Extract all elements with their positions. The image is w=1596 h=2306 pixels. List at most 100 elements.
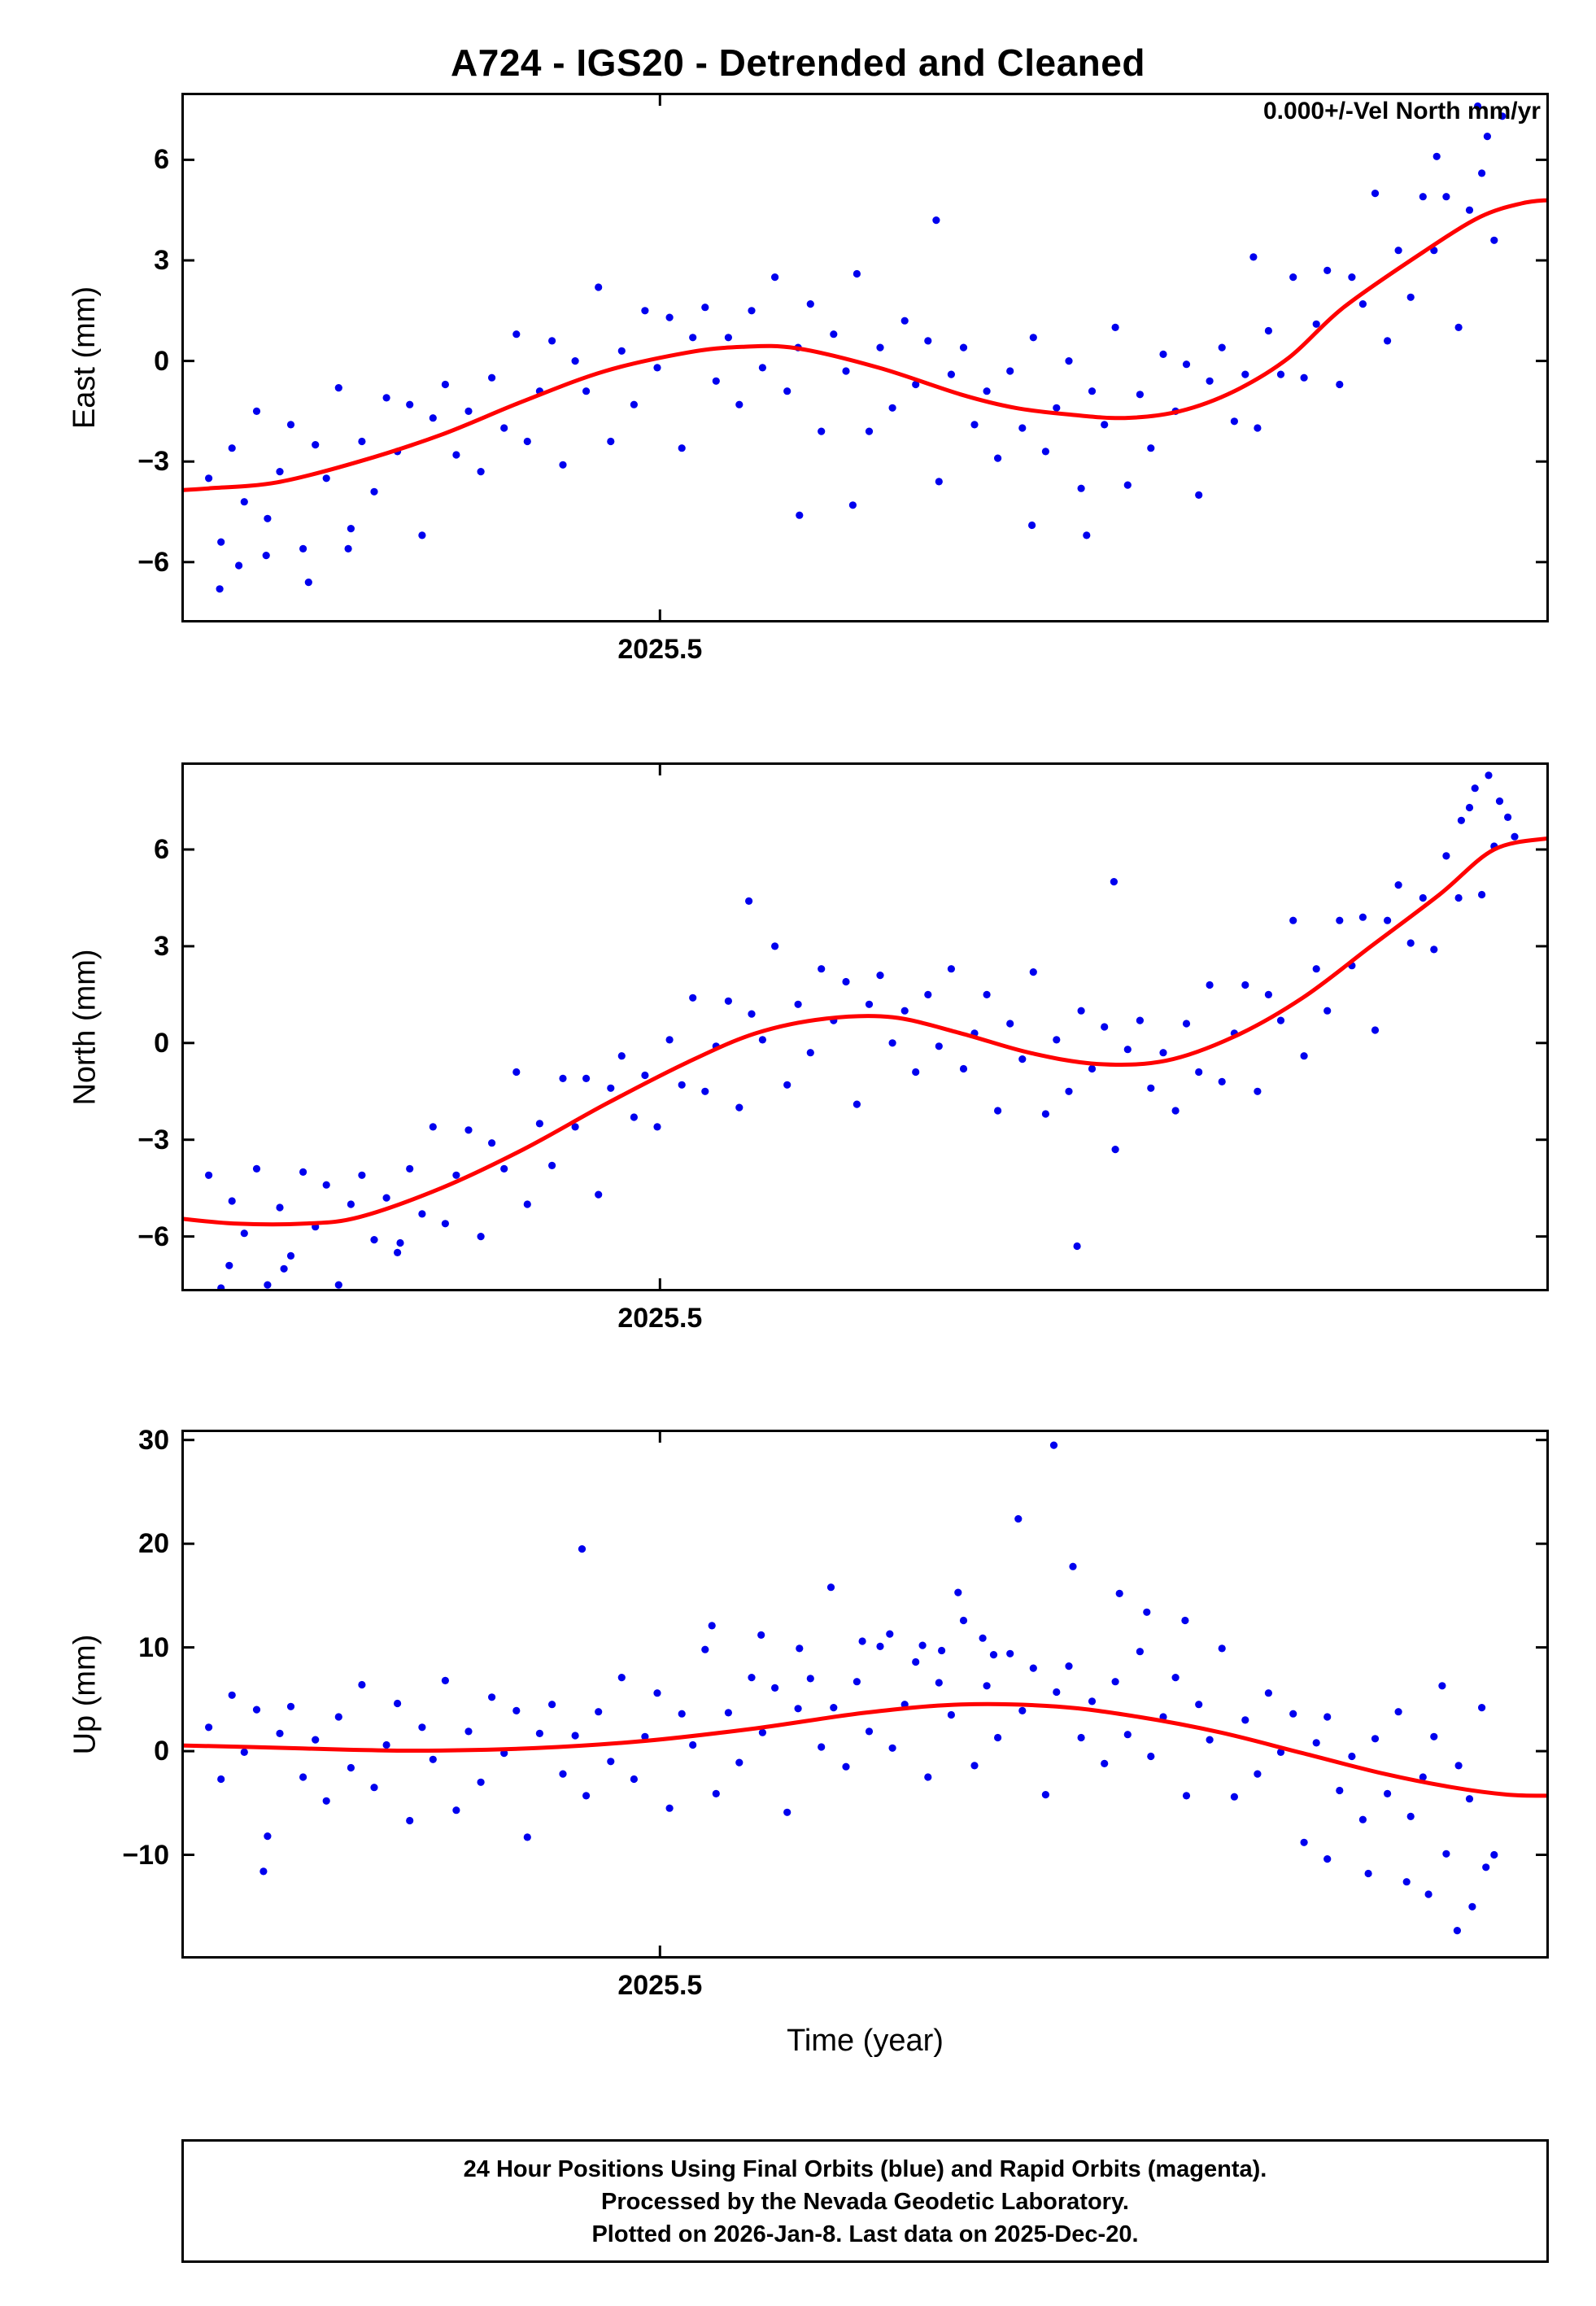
north-data-point xyxy=(1159,1049,1167,1057)
east-data-point xyxy=(888,404,896,412)
up-data-point xyxy=(1465,1795,1474,1803)
north-data-point xyxy=(689,994,697,1002)
east-data-point xyxy=(947,370,955,378)
north-data-point xyxy=(264,1281,272,1289)
north-y-axis-title: North (mm) xyxy=(68,948,102,1106)
north-data-point xyxy=(1073,1242,1081,1251)
east-data-point xyxy=(1029,334,1037,342)
north-data-point xyxy=(1289,916,1297,924)
up-data-point xyxy=(406,1816,414,1825)
east-trend-curve xyxy=(181,198,1549,492)
north-data-point xyxy=(548,1161,556,1169)
up-data-point xyxy=(1254,1770,1262,1778)
north-data-point xyxy=(794,1000,802,1008)
east-data-point xyxy=(1028,521,1036,530)
up-data-point xyxy=(477,1778,485,1786)
up-data-point xyxy=(701,1645,709,1653)
east-data-point xyxy=(276,468,284,476)
up-data-point xyxy=(818,1743,826,1751)
up-data-point xyxy=(1430,1732,1438,1740)
north-data-point xyxy=(452,1171,460,1179)
east-data-point xyxy=(464,407,473,415)
north-data-point xyxy=(429,1123,437,1131)
up-data-point xyxy=(559,1770,567,1778)
up-data-point xyxy=(1065,1662,1073,1671)
up-data-point xyxy=(312,1736,320,1744)
east-data-point xyxy=(1111,323,1119,331)
up-data-point xyxy=(918,1641,927,1649)
east-data-point xyxy=(1323,266,1332,274)
up-data-point xyxy=(1181,1616,1189,1625)
north-data-point xyxy=(252,1164,261,1173)
north-data-point xyxy=(701,1087,709,1095)
north-data-point xyxy=(523,1200,531,1208)
north-data-point xyxy=(853,1100,861,1108)
up-data-point xyxy=(853,1678,861,1686)
north-data-point xyxy=(1336,916,1344,924)
up-data-point xyxy=(888,1744,896,1752)
north-data-point xyxy=(758,1036,767,1044)
east-data-point xyxy=(488,373,496,382)
north-data-point xyxy=(1485,771,1493,780)
east-data-point xyxy=(347,525,355,533)
east-data-point xyxy=(477,468,485,476)
up-data-point xyxy=(1195,1701,1203,1709)
north-data-point xyxy=(900,1007,909,1015)
east-data-point xyxy=(900,317,909,325)
up-data-point xyxy=(228,1691,236,1699)
east-data-point xyxy=(994,454,1002,462)
north-data-point xyxy=(512,1068,521,1077)
east-y-tick-label: 3 xyxy=(154,245,169,276)
east-x-tick-label: 2025.5 xyxy=(617,634,703,665)
north-data-point xyxy=(396,1238,404,1247)
east-data-point xyxy=(441,380,449,389)
up-data-point xyxy=(1264,1689,1272,1697)
north-data-point xyxy=(595,1190,603,1199)
footer-note: 24 Hour Positions Using Final Orbits (bl… xyxy=(181,2139,1549,2263)
north-y-tick-label: 3 xyxy=(154,930,169,962)
east-data-point xyxy=(876,343,884,352)
up-data-point xyxy=(858,1637,866,1645)
east-data-point xyxy=(1442,193,1450,201)
north-data-point xyxy=(205,1171,213,1179)
north-data-point xyxy=(912,1068,920,1077)
north-data-point xyxy=(876,972,884,980)
up-data-point xyxy=(954,1588,962,1596)
east-data-point xyxy=(848,501,857,509)
north-data-point xyxy=(865,1000,874,1008)
up-data-point xyxy=(1490,1850,1498,1859)
up-data-point xyxy=(535,1729,543,1737)
north-data-point xyxy=(1241,980,1249,989)
up-data-point xyxy=(712,1789,720,1797)
east-data-point xyxy=(1182,360,1191,369)
north-data-point xyxy=(1430,946,1438,954)
north-data-point xyxy=(617,1052,626,1060)
east-data-point xyxy=(1432,152,1441,160)
east-data-point xyxy=(1465,206,1474,214)
up-data-point xyxy=(1364,1869,1372,1878)
east-data-point xyxy=(304,579,312,587)
up-data-point xyxy=(1348,1752,1356,1761)
north-data-point xyxy=(735,1103,743,1112)
up-data-point xyxy=(983,1682,991,1690)
east-data-point xyxy=(595,283,603,291)
east-data-point xyxy=(1289,273,1297,282)
east-data-point xyxy=(830,330,838,338)
east-data-point xyxy=(205,474,213,483)
north-data-point xyxy=(1006,1020,1014,1028)
up-data-point xyxy=(1438,1682,1446,1690)
east-data-point xyxy=(358,437,366,446)
east-data-point xyxy=(630,400,639,408)
up-data-point xyxy=(548,1701,556,1709)
east-data-point xyxy=(1088,387,1097,395)
up-data-point xyxy=(1115,1589,1123,1597)
up-data-point xyxy=(1218,1644,1226,1653)
east-data-point xyxy=(842,367,850,375)
east-data-point xyxy=(1147,444,1155,452)
up-data-point xyxy=(240,1748,248,1756)
up-data-point xyxy=(678,1710,686,1718)
east-data-point xyxy=(382,394,390,402)
east-y-tick-label: 6 xyxy=(154,144,169,176)
